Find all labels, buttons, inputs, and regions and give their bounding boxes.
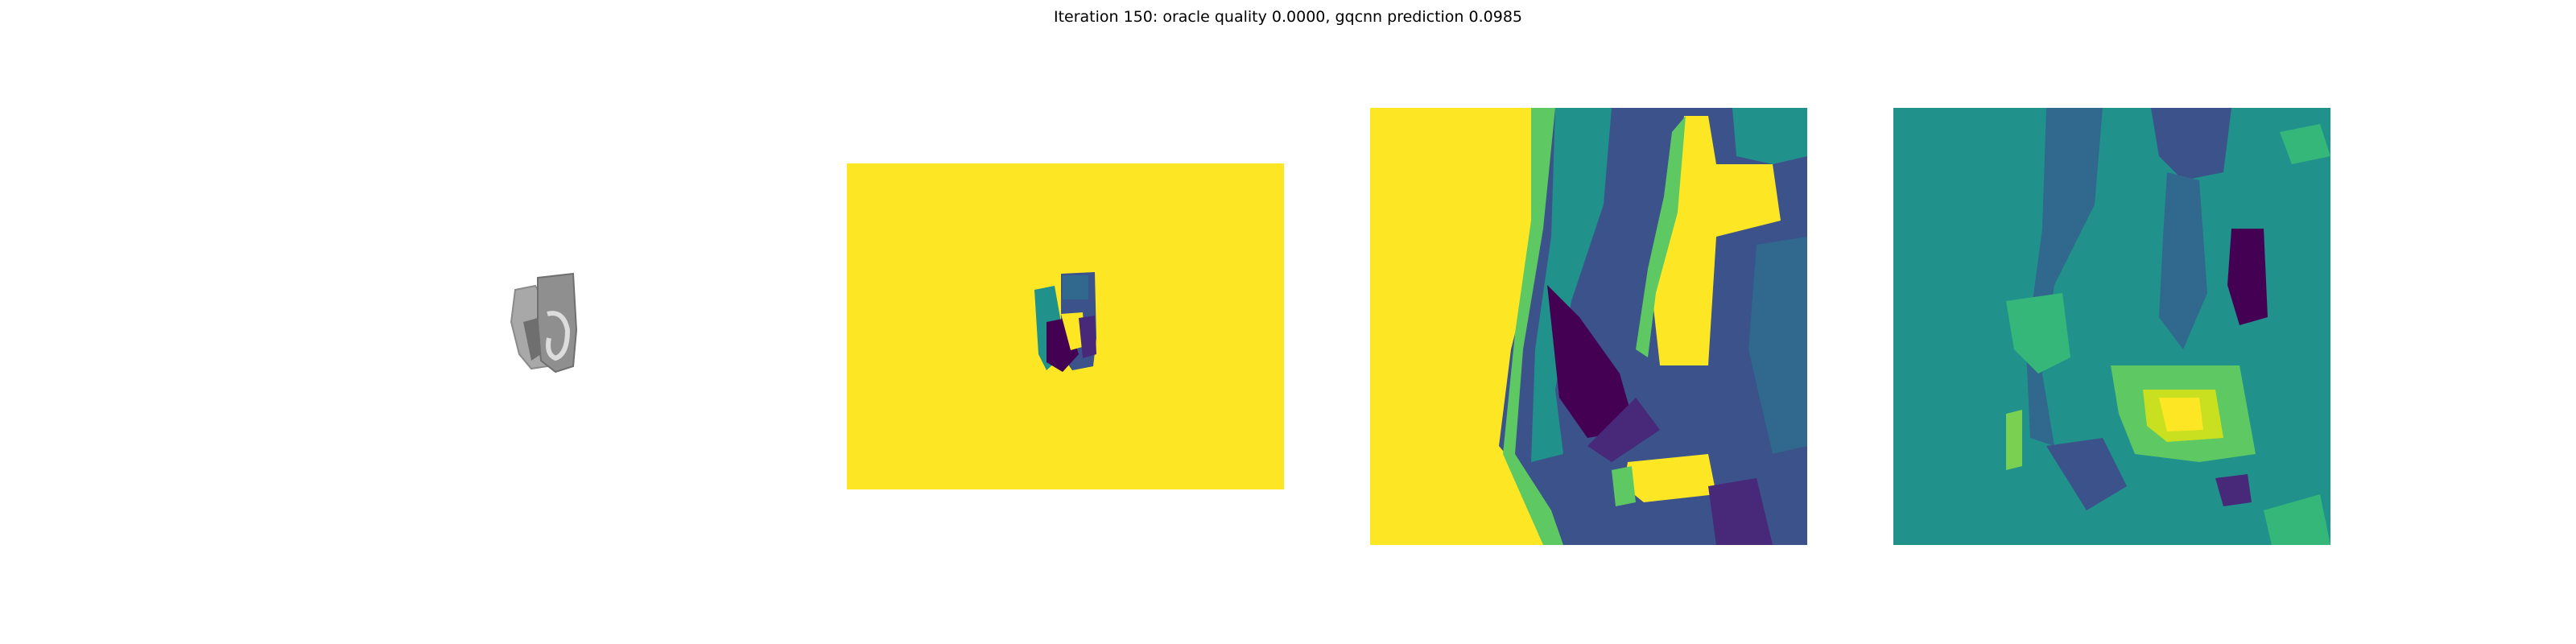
crop-dark-wedge-2 bbox=[1587, 398, 1660, 462]
crop-left-plateau bbox=[1370, 108, 1563, 545]
normalized-crop-svg bbox=[1893, 108, 2330, 545]
crop-lower-green bbox=[1612, 466, 1636, 506]
depth-crop-svg bbox=[1370, 108, 1807, 545]
crop-dark-wedge bbox=[1547, 285, 1636, 438]
crop-right-green-edge bbox=[1636, 116, 1686, 357]
rendered-object-view bbox=[402, 80, 886, 564]
crop-lower-yellow bbox=[1624, 454, 1716, 502]
norm-blue-lower-left bbox=[2046, 438, 2127, 510]
crop-right-column bbox=[1748, 237, 1807, 454]
norm-green-stripe-left bbox=[2006, 410, 2022, 470]
crop-bottom-dark bbox=[1555, 502, 1692, 545]
object-inner-loop bbox=[546, 311, 571, 361]
rendered-object-svg bbox=[510, 272, 578, 374]
crop-left-gradient bbox=[1503, 108, 1563, 545]
norm-green-left bbox=[2006, 293, 2070, 374]
norm-right-green bbox=[2280, 124, 2330, 164]
object-shading bbox=[523, 318, 541, 361]
norm-blue-left bbox=[2026, 108, 2103, 446]
normalized-crop bbox=[1893, 108, 2330, 545]
crop-bottom-deep bbox=[1708, 478, 1773, 545]
figure-title: Iteration 150: oracle quality 0.0000, gq… bbox=[1053, 8, 1522, 26]
depth-crop bbox=[1370, 108, 1807, 545]
crop-teal-band bbox=[1531, 108, 1612, 462]
depth-image-svg bbox=[1034, 272, 1096, 372]
depth-object-top bbox=[1063, 275, 1088, 299]
norm-yellow-bright bbox=[2159, 398, 2203, 431]
depth-image bbox=[847, 163, 1284, 489]
depth-object-edge bbox=[1079, 316, 1096, 358]
norm-dark-spot bbox=[2227, 229, 2268, 325]
norm-blue-upper-right bbox=[2151, 108, 2231, 180]
norm-lower-right-green bbox=[2264, 494, 2330, 545]
norm-blue-streak bbox=[2159, 172, 2207, 349]
crop-top-right-teal bbox=[1732, 108, 1807, 164]
crop-right-yellow bbox=[1652, 116, 1781, 365]
norm-dark-spot-2 bbox=[2215, 474, 2252, 506]
